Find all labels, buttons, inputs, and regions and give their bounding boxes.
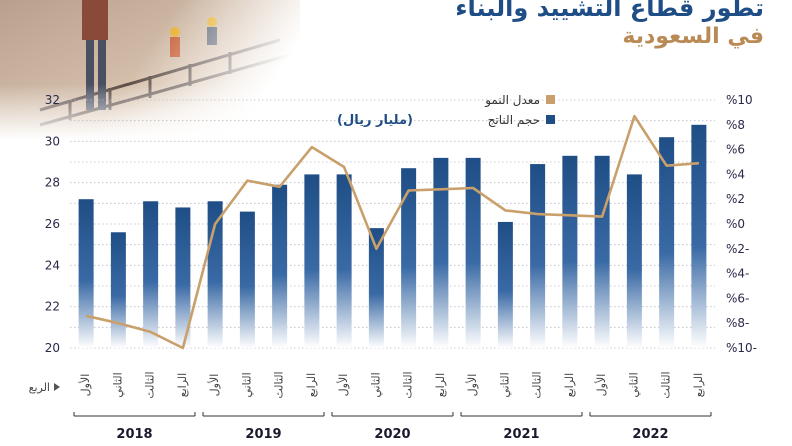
left-tick-label: 22 [45,300,60,314]
quarter-label: الثالث [144,371,157,398]
quarter-label: الرابع [305,373,318,397]
quarter-labels: الأول الثاني الثالث الرابع الأول الثاني الثالث… [78,371,705,398]
bar [239,211,255,348]
right-tick-label: %0 [726,217,745,231]
quarter-label: الأول [465,374,479,397]
quarter-label: الرابع [692,373,705,397]
year-labels: 2018 2019 2020 2021 2022 [73,412,712,442]
quarter-label: الأول [594,374,608,397]
bar [272,184,288,348]
right-tick-label: %6- [726,291,749,305]
quarter-label: الرابع [563,373,576,397]
bar [497,221,513,348]
year-label: 2019 [245,427,281,442]
bar [401,168,417,348]
quarter-label: الثاني [111,372,124,397]
bar [691,124,707,348]
quarter-label: الثاني [369,372,382,397]
legend-growth-label: معدل النمو [484,93,540,108]
chart-subtitle: في السعودية [622,24,764,49]
year-label: 2022 [632,427,668,442]
bar [626,174,642,348]
right-tick-label: %4 [726,167,745,181]
bar [465,157,481,348]
right-tick-label: %2- [726,242,749,256]
bar [433,157,449,348]
right-axis-ticks: %10- %8- %6- %4- %2- %0 %2 %4 %6 %8 %10 [726,93,757,355]
right-tick-label: %10- [726,341,757,355]
quarter-axis-caption: الربع [29,381,60,394]
construction-workers-photo [0,0,300,140]
bar [78,199,94,348]
right-tick-label: %8 [726,118,745,132]
quarter-label: الأول [336,374,350,397]
bar [336,174,352,348]
left-tick-label: 20 [45,341,60,355]
quarter-label: الأول [78,374,92,397]
year-label: 2021 [503,427,539,442]
year-label: 2020 [374,427,410,442]
right-tick-label: %2 [726,192,745,206]
left-tick-label: 28 [45,176,60,190]
left-axis-ticks: 20 22 24 26 28 30 32 [45,93,60,355]
bar [175,207,191,348]
bar [530,164,546,348]
quarter-label: الثالث [531,371,544,398]
left-tick-label: 24 [45,258,60,272]
quarter-label: الرابع [176,373,189,397]
right-tick-label: %10 [726,93,753,107]
legend-output-label: حجم الناتج [488,113,540,127]
quarter-label: الأول [207,374,221,397]
legend-growth-swatch [546,95,555,104]
quarter-label: الثالث [660,371,673,398]
bar [562,155,578,348]
grid-lines [70,99,715,349]
quarter-label: الثالث [402,371,415,398]
year-label: 2018 [116,427,152,442]
bar [143,201,159,348]
quarter-label: الثاني [627,372,640,397]
left-tick-label: 30 [45,134,60,148]
growth-rate-line [85,114,700,350]
quarter-label: الثاني [498,372,511,397]
legend: معدل النمو حجم الناتج [484,93,555,127]
bar [659,137,675,348]
chart-title: تطور قطاع التشييد والبناء [455,0,764,22]
left-tick-label: 32 [45,93,60,107]
bar [594,155,610,348]
left-tick-label: 26 [45,217,60,231]
right-tick-label: %8- [726,316,749,330]
arrow-icon [54,383,60,391]
quarter-axis-label: الربع [29,381,50,394]
bar [368,228,384,348]
bar-series [78,124,707,348]
quarter-label: الثالث [273,371,286,398]
bar [304,174,320,348]
legend-output-swatch [546,115,555,124]
bar [110,232,126,348]
right-tick-label: %4- [726,267,749,281]
chart-title-block: تطور قطاع التشييد والبناء في السعودية [455,0,764,52]
unit-label: (مليار ريال) [337,113,413,128]
quarter-label: الرابع [434,373,447,397]
right-tick-label: %6 [726,143,745,157]
quarter-label: الثاني [240,372,253,397]
